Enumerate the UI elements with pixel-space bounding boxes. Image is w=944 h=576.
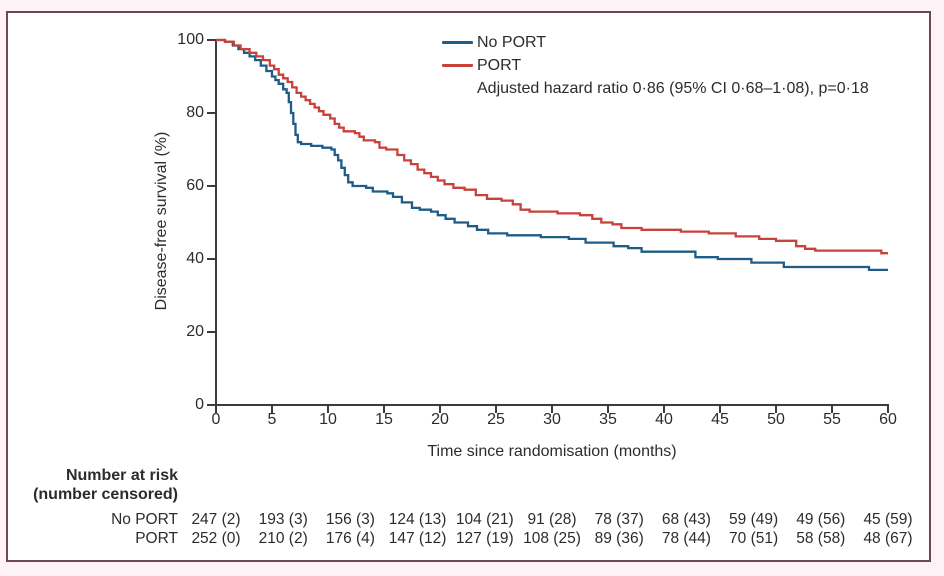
risk-value: 70 (51) — [729, 530, 779, 547]
legend-label-no-port: No PORT — [477, 34, 547, 51]
risk-value: 48 (67) — [863, 530, 913, 547]
x-tick-label: 55 — [823, 411, 841, 428]
risk-value: 104 (21) — [455, 511, 514, 528]
x-tick-label: 60 — [879, 411, 897, 428]
risk-table-header: Number at risk (number censored) — [0, 466, 178, 504]
x-tick-label: 10 — [319, 411, 337, 428]
legend-line-port — [442, 64, 473, 67]
legend-label-port: PORT — [477, 57, 522, 74]
risk-value: 78 (44) — [661, 530, 711, 547]
x-tick-label: 5 — [267, 411, 277, 428]
legend-line-no-port — [442, 41, 473, 44]
x-tick-label: 25 — [487, 411, 505, 428]
risk-value: 247 (2) — [191, 511, 241, 528]
x-tick-label: 50 — [767, 411, 785, 428]
risk-table-header-line2: (number censored) — [33, 486, 178, 503]
risk-table-header-line1: Number at risk — [65, 467, 178, 484]
risk-value: 58 (58) — [796, 530, 846, 547]
risk-value: 49 (56) — [796, 511, 846, 528]
x-axis-title: Time since randomisation (months) — [427, 443, 677, 460]
risk-value: 210 (2) — [258, 530, 308, 547]
x-tick-label: 45 — [711, 411, 729, 428]
y-tick-label: 80 — [186, 104, 204, 121]
x-tick-label: 20 — [431, 411, 449, 428]
hazard-ratio-annotation: Adjusted hazard ratio 0·86 (95% CI 0·68–… — [477, 80, 869, 97]
risk-value: 127 (19) — [455, 530, 514, 547]
risk-value: 91 (28) — [527, 511, 577, 528]
risk-value: 252 (0) — [191, 530, 241, 547]
risk-value: 147 (12) — [388, 530, 447, 547]
risk-value: 45 (59) — [863, 511, 913, 528]
y-axis-title: Disease-free survival (%) — [153, 131, 170, 311]
risk-value: 193 (3) — [258, 511, 308, 528]
risk-value: 156 (3) — [325, 511, 375, 528]
risk-value: 68 (43) — [661, 511, 711, 528]
risk-row-label-port: PORT — [135, 530, 178, 547]
x-tick-label: 35 — [599, 411, 617, 428]
risk-value: 124 (13) — [388, 511, 447, 528]
risk-value: 89 (36) — [594, 530, 644, 547]
risk-value: 108 (25) — [523, 530, 581, 547]
y-tick-label: 100 — [177, 31, 204, 48]
x-tick-label: 40 — [655, 411, 673, 428]
x-tick-label: 0 — [211, 411, 221, 428]
y-tick-label: 0 — [195, 396, 204, 413]
x-tick-label: 15 — [375, 411, 393, 428]
risk-value: 176 (4) — [325, 530, 375, 547]
y-tick-label: 60 — [186, 177, 204, 194]
risk-value: 59 (49) — [729, 511, 779, 528]
risk-value: 78 (37) — [594, 511, 644, 528]
y-tick-label: 40 — [186, 250, 204, 267]
y-tick-label: 20 — [186, 323, 204, 340]
x-tick-label: 30 — [543, 411, 561, 428]
risk-row-label-no-port: No PORT — [111, 511, 178, 528]
